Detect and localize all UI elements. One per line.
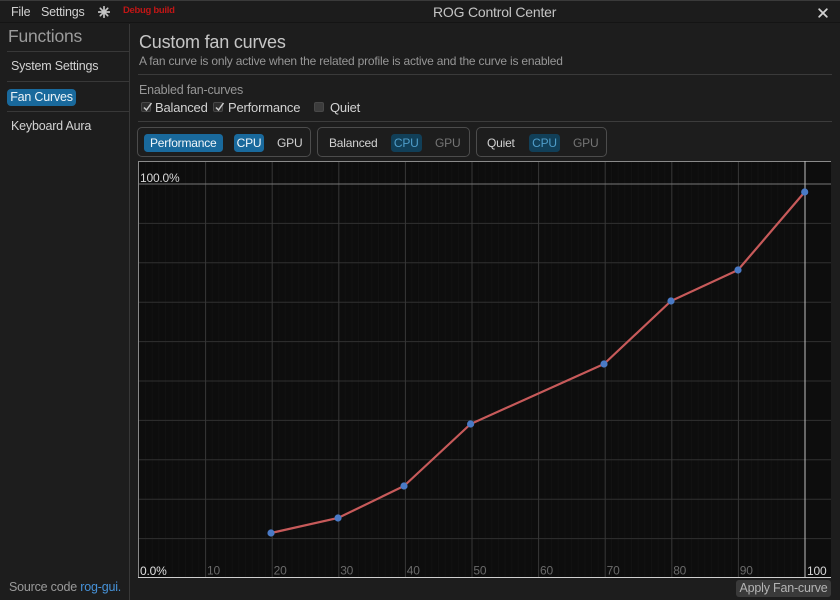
svg-text:100.0%: 100.0% xyxy=(140,171,180,185)
svg-text:100: 100 xyxy=(807,564,827,578)
svg-text:80: 80 xyxy=(673,564,686,578)
svg-text:50: 50 xyxy=(473,564,486,578)
svg-text:70: 70 xyxy=(607,564,620,578)
svg-text:60: 60 xyxy=(540,564,553,578)
svg-text:40: 40 xyxy=(407,564,420,578)
svg-text:10: 10 xyxy=(207,564,220,578)
svg-text:90: 90 xyxy=(740,564,753,578)
svg-text:30: 30 xyxy=(340,564,353,578)
svg-text:20: 20 xyxy=(274,564,287,578)
svg-text:0.0%: 0.0% xyxy=(140,564,167,578)
